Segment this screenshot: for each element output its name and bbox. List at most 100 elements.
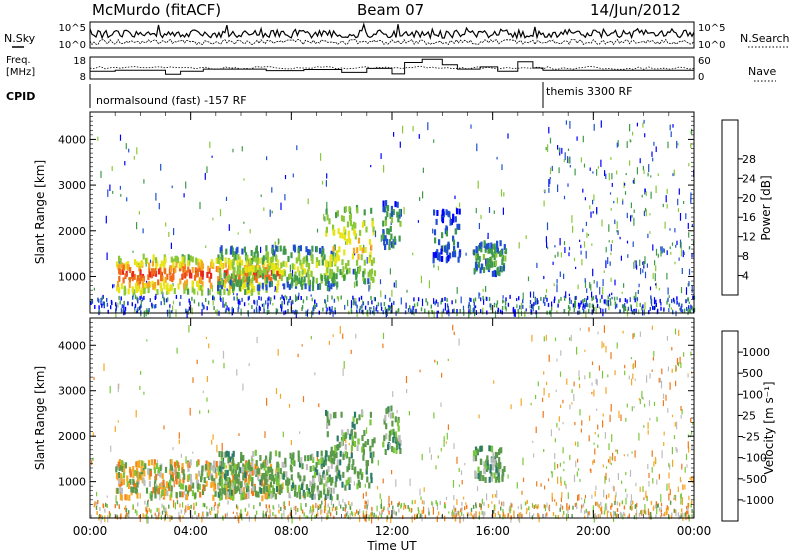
echo-cell: [311, 310, 313, 319]
echo-cell: [215, 461, 218, 467]
echo-cell: [218, 460, 221, 467]
ground-cell: [231, 306, 233, 311]
echo-cell: [187, 465, 190, 472]
echo-cell: [562, 514, 564, 518]
ground-cell: [557, 303, 559, 308]
echo-cell: [248, 363, 250, 367]
echo-cell: [251, 490, 254, 496]
ground-cell: [469, 297, 471, 302]
echo-cell: [172, 261, 175, 268]
echo-cell: [518, 310, 520, 318]
echo-cell: [631, 378, 633, 386]
echo-cell: [107, 515, 109, 523]
echo-cell: [454, 195, 456, 200]
echo-cell: [261, 303, 263, 307]
echo-cell: [293, 263, 296, 270]
echo-cell: [622, 514, 624, 520]
echo-cell: [255, 306, 258, 309]
cpid-segment-1: normalsound (fast) -157 RF: [96, 94, 247, 107]
ground-cell: [649, 512, 652, 517]
echo-cell: [366, 476, 369, 483]
echo-cell: [138, 265, 141, 272]
echo-cell: [135, 286, 139, 293]
echo-cell: [266, 156, 268, 161]
ground-cell: [179, 503, 181, 508]
echo-cell: [332, 458, 336, 465]
ground-cell: [655, 299, 657, 304]
echo-cell: [114, 515, 117, 519]
echo-cell: [584, 498, 586, 504]
ground-cell: [123, 300, 125, 305]
ground-cell: [417, 297, 420, 302]
echo-cell: [669, 246, 671, 250]
echo-cell: [172, 267, 176, 274]
echo-cell: [688, 163, 690, 167]
echo-cell: [600, 308, 602, 314]
echo-cell: [345, 436, 347, 444]
echo-cell: [323, 483, 326, 490]
ground-cell: [691, 513, 693, 518]
echo-cell: [262, 461, 265, 468]
ground-cell: [509, 509, 511, 514]
echo-cell: [340, 440, 343, 447]
ground-cell: [223, 303, 226, 308]
echo-cell: [268, 265, 271, 272]
echo-cell: [297, 247, 300, 254]
echo-cell: [561, 147, 563, 154]
ground-cell: [365, 510, 368, 515]
echo-cell: [646, 375, 648, 383]
ground-cell: [243, 302, 246, 307]
ground-cell: [512, 308, 514, 313]
echo-cell: [256, 299, 258, 306]
echo-cell: [131, 286, 134, 293]
echo-cell: [161, 489, 164, 496]
echo-cell: [490, 242, 493, 249]
echo-cell: [158, 203, 160, 210]
ground-cell: [383, 302, 386, 306]
echo-cell: [241, 277, 244, 284]
echo-cell: [680, 362, 682, 369]
echo-cell: [301, 344, 303, 347]
echo-cell: [308, 249, 311, 256]
echo-cell: [546, 502, 548, 508]
ground-cell: [566, 503, 568, 508]
ground-cell: [143, 295, 145, 300]
echo-cell: [282, 473, 285, 480]
ground-cell: [533, 302, 535, 307]
echo-cell: [327, 294, 329, 302]
echo-cell: [326, 173, 328, 179]
echo-cell: [324, 279, 327, 286]
echo-cell: [234, 515, 236, 520]
echo-cell: [142, 288, 145, 294]
echo-cell: [655, 282, 657, 289]
echo-cell: [307, 263, 311, 269]
ground-cell: [115, 308, 117, 313]
echo-cell: [500, 249, 503, 256]
echo-cell: [240, 259, 244, 266]
echo-cell: [357, 268, 361, 274]
ground-cell: [584, 304, 586, 309]
echo-cell: [320, 463, 323, 470]
echo-cell: [159, 465, 162, 472]
echo-cell: [157, 268, 161, 275]
echo-cell: [388, 228, 391, 235]
echo-cell: [234, 469, 237, 476]
ground-cell: [90, 514, 93, 519]
ground-cell: [110, 305, 112, 310]
echo-cell: [522, 292, 524, 300]
ground-cell: [403, 502, 405, 507]
ground-cell: [572, 505, 574, 510]
echo-cell: [179, 278, 182, 285]
ground-cell: [468, 302, 470, 307]
echo-cell: [589, 371, 591, 379]
echo-cell: [302, 258, 305, 265]
ground-cell: [582, 303, 585, 308]
echo-cell: [331, 495, 333, 501]
echo-cell: [275, 479, 279, 486]
echo-cell: [276, 259, 280, 266]
echo-cell: [247, 284, 250, 290]
ground-cell: [592, 295, 595, 300]
ground-cell: [297, 295, 300, 300]
ground-cell: [324, 506, 327, 511]
